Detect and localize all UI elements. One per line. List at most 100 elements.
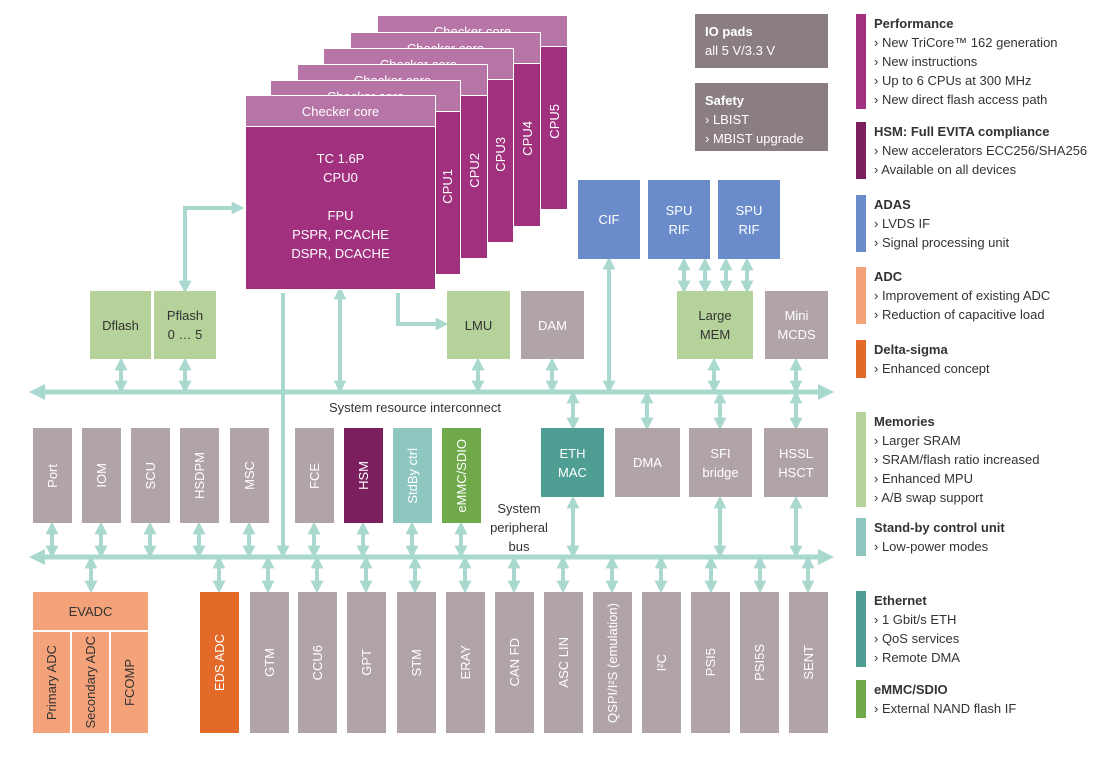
block-line: Dflash — [102, 317, 139, 333]
cpu0-line: FPU — [327, 208, 354, 223]
cpu-label-box: CPU4 — [514, 88, 540, 188]
legend-section: ADC › Improvement of existing ADC › Reduct… — [856, 267, 1114, 324]
peripheral: StdBy ctrl — [393, 428, 432, 523]
block-line: 0 … 5 — [167, 327, 203, 342]
cpu0-line: DSPR, DCACHE — [291, 246, 390, 261]
bus-label-line: System — [497, 501, 541, 516]
legend-item: › New instructions — [874, 54, 978, 69]
block-line: MCDS — [777, 327, 816, 342]
info-line: › LBIST — [705, 112, 750, 127]
cpu0: Checker core TC 1.6P CPU0 FPU PSPR, PCACHE DS… — [245, 95, 436, 290]
legend-item: › Remote DMA — [874, 650, 960, 665]
legend-section: HSM: Full EVITA compliance › New accelera… — [856, 122, 1114, 179]
legend-item: › Signal processing unit — [874, 235, 1010, 250]
legend-title: ADAS — [874, 197, 911, 212]
block-line: MAC — [558, 464, 587, 480]
bus-label: System resource interconnect — [329, 400, 501, 415]
block-line: SFI — [710, 445, 731, 461]
legend-item: › Enhanced concept — [874, 361, 990, 376]
legend-item: › SRAM/flash ratio increased — [874, 452, 1040, 467]
peripheral-label: SENT — [801, 645, 816, 680]
legend-item: › QoS services — [874, 631, 960, 646]
legend-text: Delta-sigma › Enhanced concept — [874, 340, 1114, 378]
evadc-part-label: Primary ADC — [44, 644, 59, 721]
legend-strip — [856, 195, 866, 252]
peripheral-label: HSM — [356, 461, 371, 490]
info-line: › MBIST upgrade — [705, 131, 804, 146]
peripheral: MSC — [230, 428, 269, 523]
peripheral-label: EDS ADC — [212, 633, 227, 692]
block-lmu: LMU — [447, 291, 510, 359]
legend-text: eMMC/SDIO › External NAND flash IF — [874, 680, 1114, 718]
block-line: RIF — [738, 221, 760, 237]
block-line: RIF — [668, 221, 690, 237]
cpu0-line: CPU0 — [323, 170, 358, 185]
peripheral: CAN FD — [495, 592, 534, 733]
block-eth-mac: ETH MAC — [541, 428, 604, 497]
peripheral-label: ASC LIN — [556, 637, 571, 688]
peripheral: EDS ADC — [200, 592, 239, 733]
legend-strip — [856, 122, 866, 179]
peripheral: I²C — [642, 592, 681, 733]
peripheral: CCU6 — [298, 592, 337, 733]
block-large-mem: Large MEM — [677, 291, 753, 359]
peripheral: IOM — [82, 428, 121, 523]
block-hssl-hsct: HSSL HSCT — [764, 428, 828, 497]
legend-section: Memories › Larger SRAM › SRAM/flash ratio … — [856, 412, 1114, 507]
peripheral-label: GTM — [262, 648, 277, 677]
cpu-label-box: CPU1 — [434, 136, 460, 236]
evadc-part: FCOMP — [111, 632, 148, 733]
peripheral-label: SCU — [143, 461, 158, 490]
legend-title: Performance — [874, 16, 954, 31]
legend-item: › Up to 6 CPUs at 300 MHz — [874, 73, 1032, 88]
legend-section: ADAS › LVDS IF › Signal processing unit — [856, 195, 1114, 252]
legend-title: Memories — [874, 414, 935, 429]
evadc-part: Secondary ADC — [72, 632, 109, 733]
peripheral: HSM — [344, 428, 383, 523]
legend-title: Ethernet — [874, 593, 927, 608]
block-line: Mini — [784, 308, 809, 323]
bus-label-line: bus — [508, 539, 530, 554]
peripheral: GTM — [250, 592, 289, 733]
legend-title: Delta-sigma — [874, 342, 948, 357]
block-spu-rif-1: SPU RIF — [648, 180, 710, 259]
peripheral: ASC LIN — [544, 592, 583, 733]
peripheral-label: IOM — [94, 463, 109, 488]
legend-text: ADC › Improvement of existing ADC › Reduct… — [874, 267, 1114, 324]
legend-text: ADAS › LVDS IF › Signal processing unit — [874, 195, 1114, 252]
cpu-label: CPU4 — [519, 120, 535, 156]
peripheral: eMMC/SDIO — [442, 428, 481, 523]
block-line: CIF — [598, 212, 620, 227]
cpu-label-box: CPU2 — [461, 120, 487, 220]
block-line: bridge — [702, 464, 739, 480]
legend-item: › Improvement of existing ADC — [874, 288, 1051, 303]
peripheral-label: HSDPM — [192, 452, 207, 499]
block-dam: DAM — [521, 291, 584, 359]
block-line: Large — [698, 308, 732, 323]
peripheral: HSDPM — [180, 428, 219, 523]
cpu0-line: TC 1.6P — [316, 151, 365, 166]
bus-label: System peripheral bus — [480, 499, 558, 556]
cpu0-body: TC 1.6P CPU0 FPU PSPR, PCACHE DSPR, DCACHE — [246, 127, 435, 263]
legend-title: HSM: Full EVITA compliance — [874, 124, 1050, 139]
block-pflash: Pflash 0 … 5 — [154, 291, 216, 359]
info-box: Safety › LBIST › MBIST upgrade — [695, 83, 828, 151]
legend-strip — [856, 591, 866, 667]
peripheral-label: eMMC/SDIO — [454, 438, 469, 513]
checker-core: Checker core — [246, 96, 435, 127]
cpu0-line: PSPR, PCACHE — [292, 227, 389, 242]
cpu-label: CPU1 — [439, 168, 455, 204]
peripheral-label: GPT — [359, 649, 374, 676]
cpu-label-box: CPU3 — [487, 104, 513, 204]
legend-strip — [856, 14, 866, 109]
block-dflash: Dflash — [90, 291, 151, 359]
legend-section: Delta-sigma › Enhanced concept — [856, 340, 1114, 378]
block-line: HSSL — [779, 445, 813, 461]
evadc-part-label: Secondary ADC — [83, 636, 98, 729]
block-line: SPU — [735, 202, 763, 218]
peripheral-label: I²C — [654, 653, 669, 672]
cpu-label-box: CPU5 — [541, 71, 567, 171]
peripheral-label: MSC — [242, 461, 257, 490]
legend-title: Stand-by control unit — [874, 520, 1005, 535]
info-title: Safety — [705, 93, 745, 108]
